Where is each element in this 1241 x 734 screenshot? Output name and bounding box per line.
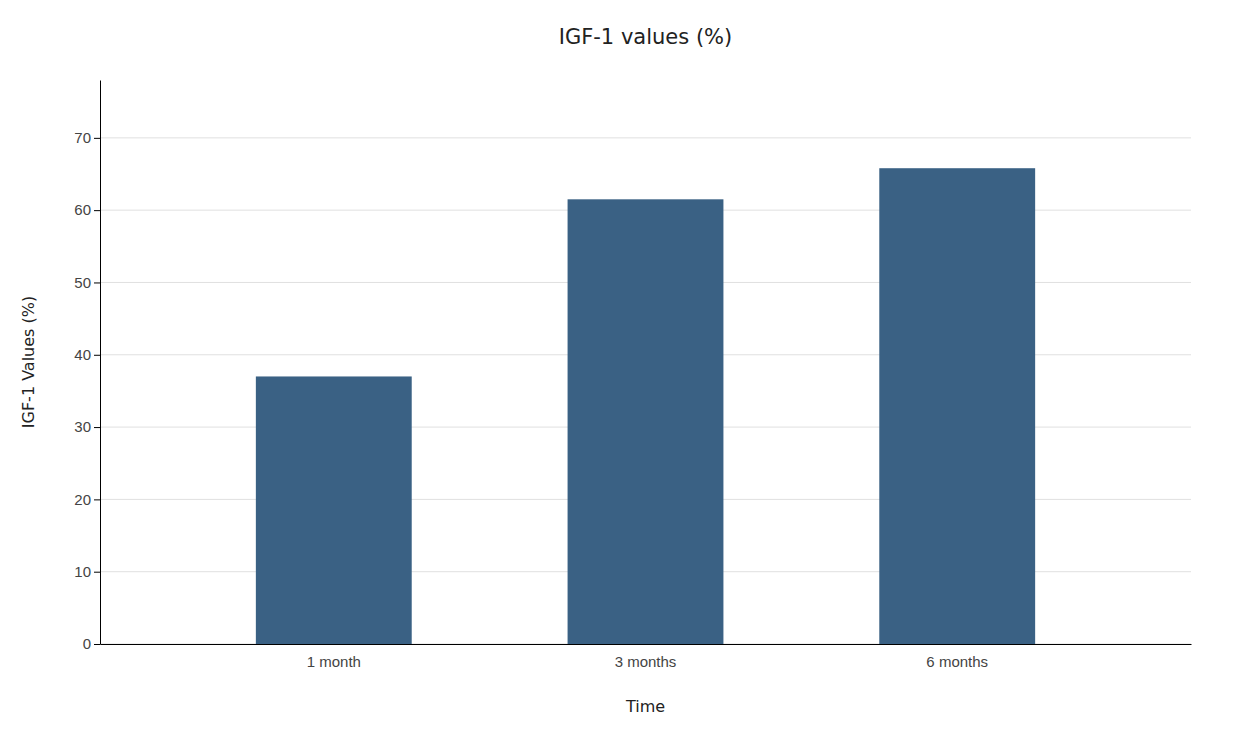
y-tick-mark (94, 355, 100, 356)
y-tick: 10 (74, 563, 100, 580)
y-tick-label: 40 (74, 346, 91, 363)
x-tick-label: 1 month (307, 653, 361, 670)
y-tick: 20 (74, 491, 100, 508)
x-axis-line (101, 644, 1192, 645)
y-tick-label: 70 (74, 129, 91, 146)
y-tick-mark (94, 210, 100, 211)
bars (256, 168, 1035, 644)
y-tick-label: 50 (74, 274, 91, 291)
y-tick: 0 (83, 635, 100, 652)
x-tick-label: 3 months (615, 653, 677, 670)
y-axis-line (100, 81, 101, 645)
y-tick-label: 10 (74, 563, 91, 580)
y-axis: 0 10 20 30 40 50 60 70 (74, 81, 100, 653)
x-tick: 3 months (615, 653, 677, 670)
x-tick: 1 month (307, 653, 361, 670)
x-tick: 6 months (926, 653, 988, 670)
y-tick-mark (94, 427, 100, 428)
grid (100, 138, 1191, 644)
x-axis-title: Time (625, 697, 665, 716)
chart-svg: 1 month 3 months 6 months 0 10 20 30 40 50 60 70 IG… (0, 0, 1241, 734)
y-tick-label: 0 (83, 635, 91, 652)
y-tick: 70 (74, 129, 100, 146)
bar (879, 168, 1035, 644)
bar (256, 376, 412, 644)
y-tick-mark (94, 138, 100, 139)
y-axis-title: IGF-1 Values (%) (19, 296, 38, 428)
y-tick-mark (94, 499, 100, 500)
y-tick-label: 30 (74, 418, 91, 435)
y-tick-label: 20 (74, 491, 91, 508)
y-tick-mark (94, 572, 100, 573)
y-tick: 50 (74, 274, 100, 291)
y-tick: 30 (74, 418, 100, 435)
x-axis: 1 month 3 months 6 months (101, 645, 1192, 670)
y-tick-mark (94, 282, 100, 283)
y-tick: 40 (74, 346, 100, 363)
y-tick: 60 (74, 201, 100, 218)
bar (568, 199, 724, 644)
y-tick-label: 60 (74, 201, 91, 218)
chart-container: 1 month 3 months 6 months 0 10 20 30 40 50 60 70 IG… (0, 0, 1241, 734)
plot-area: 1 month 3 months 6 months 0 10 20 30 40 50 60 70 (74, 81, 1191, 670)
grid-line (100, 137, 1191, 138)
y-tick-mark (94, 644, 100, 645)
chart-title: IGF-1 values (%) (559, 25, 732, 49)
x-tick-label: 6 months (926, 653, 988, 670)
